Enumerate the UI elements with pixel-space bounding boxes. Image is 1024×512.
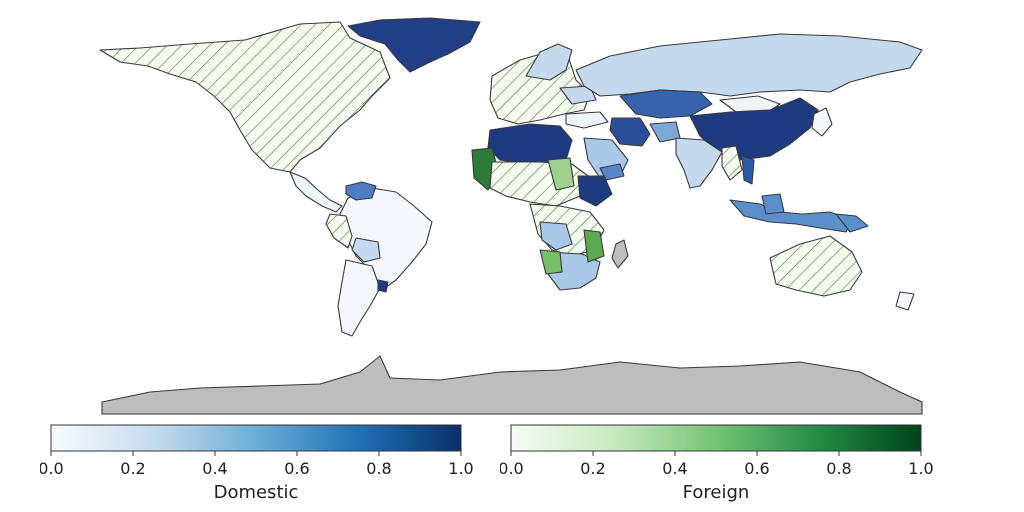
foreign-tick-label: 0.6 — [744, 459, 769, 478]
borneo-region — [761, 193, 785, 215]
new-zealand-region — [895, 291, 915, 311]
turkey-region — [565, 111, 609, 129]
drc-region — [539, 221, 573, 251]
domestic-tick-label: 1.0 — [448, 459, 473, 478]
angola-region — [539, 249, 563, 275]
japan-region — [811, 107, 833, 137]
north-africa-region — [487, 123, 573, 165]
iran-region — [609, 117, 651, 147]
domestic-label: Domestic — [213, 482, 299, 503]
peru-region — [325, 213, 353, 249]
russia-region — [575, 33, 923, 97]
foreign-tick-label: 1.0 — [908, 459, 933, 478]
domestic-tick-label: 0.6 — [284, 459, 309, 478]
australia-region — [769, 235, 863, 297]
madagascar-region — [611, 239, 629, 269]
foreign-ticks: 0.0 0.2 0.4 0.6 0.8 1.0 — [500, 451, 934, 478]
ethiopia-region — [577, 175, 613, 207]
uruguay-region — [377, 279, 389, 293]
north-america-region — [99, 21, 391, 173]
domestic-gradient-bar — [50, 424, 462, 452]
domestic-tick-label: 0.8 — [366, 459, 391, 478]
foreign-tick-label: 0.4 — [662, 459, 687, 478]
foreign-label: Foreign — [682, 482, 750, 503]
new-guinea-region — [835, 213, 869, 233]
vietnam-region — [741, 155, 755, 185]
kazakhstan-region — [619, 89, 713, 119]
central-america-region — [289, 171, 343, 213]
sudan-region — [547, 157, 575, 191]
indonesia-region — [729, 199, 853, 233]
foreign-tick-label: 0.8 — [826, 459, 851, 478]
foreign-tick-label: 0.0 — [500, 459, 524, 478]
foreign-gradient-bar — [510, 424, 922, 452]
scandinavia-region — [525, 43, 573, 81]
foreign-colorbar: 0.0 0.2 0.4 0.6 0.8 1.0 — [500, 424, 934, 478]
domestic-ticks: 0.0 0.2 0.4 0.6 0.8 1.0 — [40, 451, 474, 478]
mozambique-region — [583, 229, 605, 263]
foreign-tick-label: 0.2 — [580, 459, 605, 478]
bolivia-region — [351, 237, 381, 263]
myanmar-region — [721, 145, 743, 181]
domestic-colorbar: 0.0 0.2 0.4 0.6 0.8 1.0 — [40, 424, 474, 478]
greenland-region — [347, 17, 481, 73]
domestic-tick-label: 0.4 — [202, 459, 227, 478]
venezuela-region — [345, 181, 377, 201]
antarctica-region — [101, 355, 923, 415]
india-region — [675, 137, 723, 189]
domestic-tick-label: 0.0 — [40, 459, 64, 478]
argentina-chile-region — [337, 259, 381, 337]
world-map — [99, 17, 923, 415]
ukraine-region — [559, 85, 597, 105]
domestic-tick-label: 0.2 — [120, 459, 145, 478]
